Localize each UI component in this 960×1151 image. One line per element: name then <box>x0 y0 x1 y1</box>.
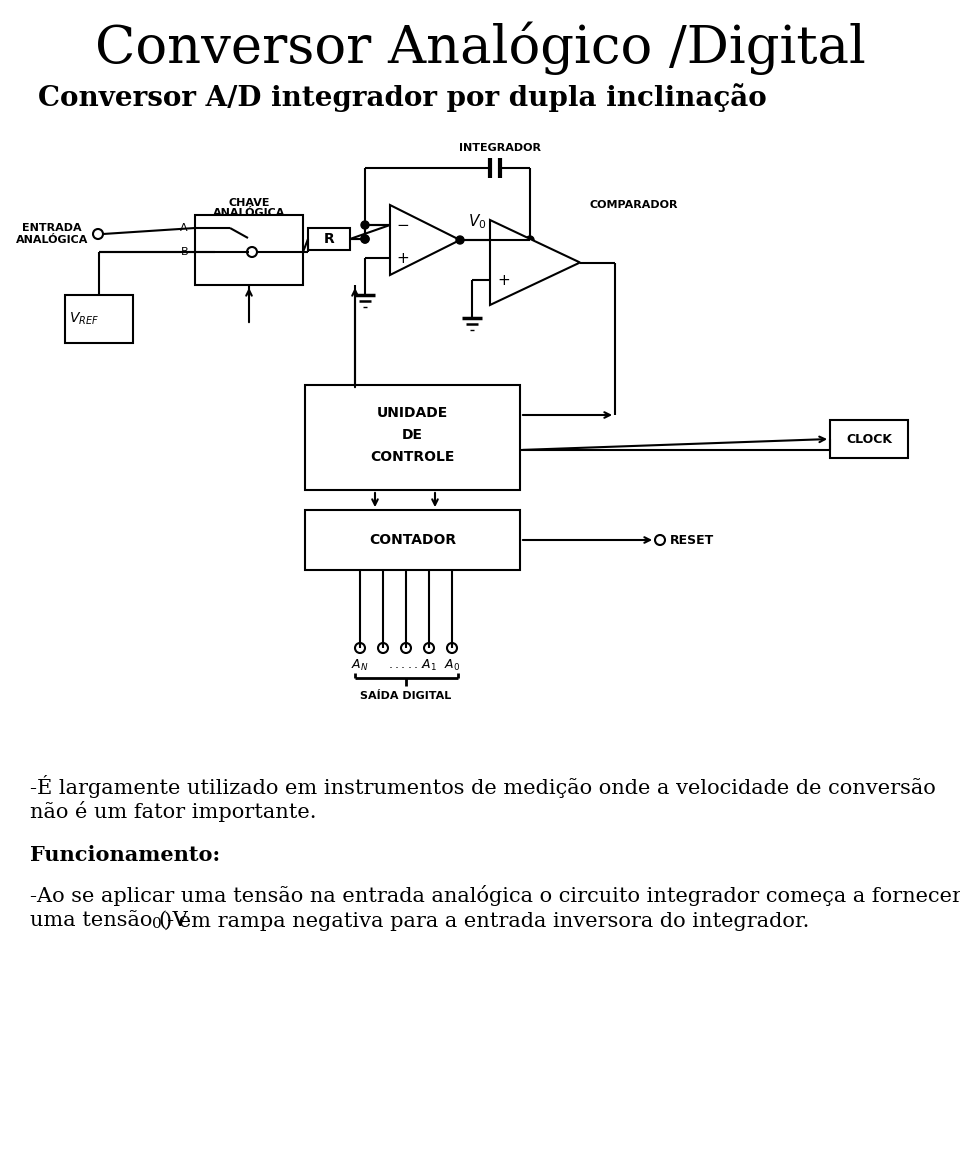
Text: CONTROLE: CONTROLE <box>371 450 455 464</box>
Text: −: − <box>396 218 409 233</box>
Text: RESET: RESET <box>670 534 714 547</box>
Text: ENTRADA: ENTRADA <box>22 223 82 233</box>
Text: Conversor A/D integrador por dupla inclinação: Conversor A/D integrador por dupla incli… <box>38 84 767 113</box>
Circle shape <box>361 235 369 243</box>
Text: ANALÓGICA: ANALÓGICA <box>15 235 88 245</box>
Text: $A_N$: $A_N$ <box>351 658 369 673</box>
Text: $A_1$: $A_1$ <box>421 658 437 673</box>
Polygon shape <box>490 220 580 305</box>
Text: +: + <box>396 251 409 266</box>
Text: R: R <box>324 233 334 246</box>
Text: $V_0$: $V_0$ <box>468 213 487 231</box>
Text: não é um fator importante.: não é um fator importante. <box>30 801 317 822</box>
Text: uma tensão (-V: uma tensão (-V <box>30 910 188 930</box>
Text: Conversor Analógico /Digital: Conversor Analógico /Digital <box>95 21 865 75</box>
Text: CHAVE: CHAVE <box>228 198 270 208</box>
Circle shape <box>361 221 369 229</box>
Circle shape <box>361 235 369 243</box>
Text: CLOCK: CLOCK <box>846 433 892 445</box>
Text: -Ao se aplicar uma tensão na entrada analógica o circuito integrador começa a fo: -Ao se aplicar uma tensão na entrada ana… <box>30 885 960 906</box>
Text: −: − <box>497 233 511 247</box>
Text: +: + <box>497 273 511 288</box>
Text: SAÍDA DIGITAL: SAÍDA DIGITAL <box>360 691 451 701</box>
Text: COMPARADOR: COMPARADOR <box>590 200 679 209</box>
Text: INTEGRADOR: INTEGRADOR <box>459 143 541 153</box>
Text: ANALÓGICA: ANALÓGICA <box>213 208 285 218</box>
Text: A: A <box>180 223 188 233</box>
Circle shape <box>526 236 534 244</box>
Text: DE: DE <box>402 428 423 442</box>
Bar <box>308 228 350 250</box>
Text: ) em rampa negativa para a entrada inversora do integrador.: ) em rampa negativa para a entrada inver… <box>164 910 809 931</box>
Text: Funcionamento:: Funcionamento: <box>30 845 220 866</box>
Bar <box>195 215 303 285</box>
Text: -É largamente utilizado em instrumentos de medição onde a velocidade de conversã: -É largamente utilizado em instrumentos … <box>30 775 936 798</box>
Bar <box>65 295 133 343</box>
Polygon shape <box>390 205 460 275</box>
Text: $......$: $......$ <box>388 658 424 671</box>
Text: $A_0$: $A_0$ <box>444 658 460 673</box>
Bar <box>830 420 908 458</box>
Bar <box>305 384 520 490</box>
Text: CONTADOR: CONTADOR <box>369 533 456 547</box>
Text: B: B <box>180 247 188 257</box>
Text: 0: 0 <box>152 917 161 931</box>
Text: $V_{REF}$: $V_{REF}$ <box>69 311 99 327</box>
Circle shape <box>456 236 464 244</box>
Bar <box>305 510 520 570</box>
Text: UNIDADE: UNIDADE <box>377 406 448 420</box>
